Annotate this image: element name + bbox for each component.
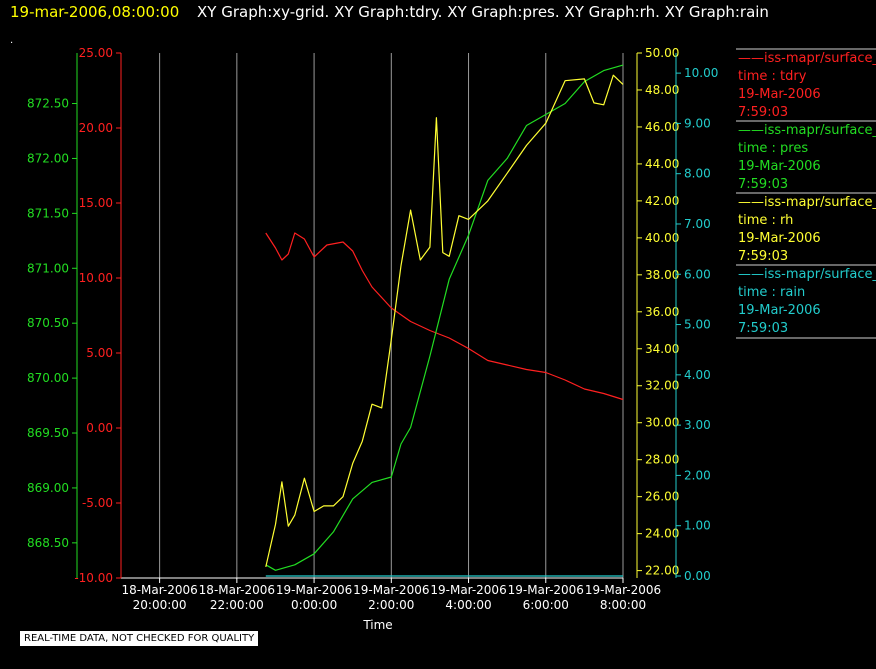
pres-tick-label: 869.50 <box>27 426 69 440</box>
marker-dot: . <box>10 35 14 46</box>
x-tick-date: 19-Mar-2006 <box>353 583 429 597</box>
legend-date: 19-Mar-2006 <box>738 231 821 246</box>
rh-tick-label: 32.00 <box>645 379 679 393</box>
legend-var: time : rain <box>738 285 806 300</box>
pres-tick-label: 871.00 <box>27 261 69 275</box>
rain-tick-label: 9.00 <box>684 116 711 130</box>
x-tick-date: 19-Mar-2006 <box>276 583 352 597</box>
rain-tick-label: 0.00 <box>684 569 711 583</box>
rh-tick-label: 30.00 <box>645 416 679 430</box>
rh-tick-label: 22.00 <box>645 564 679 578</box>
series-line-tdry <box>265 232 624 401</box>
header-title: XY Graph:xy-grid. XY Graph:tdry. XY Grap… <box>197 3 769 21</box>
rh-tick-label: 40.00 <box>645 231 679 245</box>
pres-tick-label: 870.00 <box>27 371 69 385</box>
legend-line-label: ——iss-mapr/surface_m <box>738 195 876 210</box>
pres-tick-label: 872.50 <box>27 97 69 111</box>
rh-tick-label: 28.00 <box>645 453 679 467</box>
legend-line-label: ——iss-mapr/surface_m <box>738 51 876 66</box>
rh-tick-label: 38.00 <box>645 268 679 282</box>
rh-tick-label: 36.00 <box>645 305 679 319</box>
series-line-rh <box>265 74 624 568</box>
x-tick-time: 0:00:00 <box>291 598 337 612</box>
pres-tick-label: 868.50 <box>27 536 69 550</box>
legend-line-label: ——iss-mapr/surface_m <box>738 267 876 282</box>
tdry-tick-label: 20.00 <box>79 121 113 135</box>
x-tick-time: 22:00:00 <box>210 598 264 612</box>
rh-tick-label: 34.00 <box>645 342 679 356</box>
vertical-grid-lines <box>159 53 624 578</box>
tdry-tick-label: 25.00 <box>79 46 113 60</box>
x-tick-time: 6:00:00 <box>523 598 569 612</box>
tdry-tick-label: 5.00 <box>86 346 113 360</box>
rh-tick-label: 42.00 <box>645 194 679 208</box>
legend-time: 7:59:03 <box>738 105 789 120</box>
rain-tick-label: 5.00 <box>684 318 711 332</box>
legend-item-rh[interactable]: ——iss-mapr/surface_m time : rh 19-Mar-20… <box>738 194 876 266</box>
legend-time: 7:59:03 <box>738 249 789 264</box>
legend-date: 19-Mar-2006 <box>738 159 821 174</box>
rain-tick-label: 2.00 <box>684 468 711 482</box>
chart-axes: 18-Mar-200620:00:0018-Mar-200622:00:0019… <box>27 46 876 612</box>
rain-tick-label: 3.00 <box>684 418 711 432</box>
legend-line-label: ——iss-mapr/surface_m <box>738 123 876 138</box>
tdry-tick-label: -5.00 <box>82 496 113 510</box>
legend-item-tdry[interactable]: ——iss-mapr/surface_m time : tdry 19-Mar-… <box>738 50 876 122</box>
series-line-pres <box>265 64 624 571</box>
legend-var: time : tdry <box>738 69 807 84</box>
legend-item-rain[interactable]: ——iss-mapr/surface_m time : rain 19-Mar-… <box>738 266 876 338</box>
legend-var: time : pres <box>738 141 809 156</box>
rh-tick-label: 24.00 <box>645 527 679 541</box>
legend-time: 7:59:03 <box>738 177 789 192</box>
rain-tick-label: 4.00 <box>684 368 711 382</box>
x-tick-date: 19-Mar-2006 <box>508 583 584 597</box>
legend-item-pres[interactable]: ——iss-mapr/surface_m time : pres 19-Mar-… <box>738 122 876 194</box>
pres-tick-label: 870.50 <box>27 316 69 330</box>
data-series <box>265 64 624 577</box>
pres-tick-label: 869.00 <box>27 481 69 495</box>
header-timestamp: 19-mar-2006,08:00:00 <box>10 3 180 21</box>
tdry-tick-label: 0.00 <box>86 421 113 435</box>
pres-tick-label: 871.50 <box>27 206 69 220</box>
x-tick-time: 4:00:00 <box>445 598 491 612</box>
x-tick-time: 8:00:00 <box>600 598 646 612</box>
rain-tick-label: 6.00 <box>684 267 711 281</box>
x-tick-date: 19-Mar-2006 <box>430 583 506 597</box>
rh-tick-label: 48.00 <box>645 83 679 97</box>
rain-tick-label: 10.00 <box>684 66 718 80</box>
rh-tick-label: 26.00 <box>645 490 679 504</box>
tdry-tick-label: 15.00 <box>79 196 113 210</box>
legend-date: 19-Mar-2006 <box>738 87 821 102</box>
x-tick-date: 18-Mar-2006 <box>121 583 197 597</box>
tdry-tick-label: 10.00 <box>79 271 113 285</box>
legend-var: time : rh <box>738 213 794 228</box>
x-tick-date: 18-Mar-2006 <box>199 583 275 597</box>
x-axis-label: Time <box>362 618 392 632</box>
rh-tick-label: 46.00 <box>645 120 679 134</box>
x-tick-time: 2:00:00 <box>368 598 414 612</box>
rain-tick-label: 7.00 <box>684 217 711 231</box>
legend-date: 19-Mar-2006 <box>738 303 821 318</box>
quality-disclaimer: REAL-TIME DATA, NOT CHECKED FOR QUALITY <box>20 631 259 646</box>
legend-time: 7:59:03 <box>738 321 789 336</box>
rain-tick-label: 1.00 <box>684 519 711 533</box>
rain-tick-label: 8.00 <box>684 167 711 181</box>
pres-tick-label: 872.00 <box>27 151 69 165</box>
tdry-tick-label: -10.00 <box>74 571 113 585</box>
rh-tick-label: 44.00 <box>645 157 679 171</box>
rh-tick-label: 50.00 <box>645 46 679 60</box>
x-tick-date: 19-Mar-2006 <box>585 583 661 597</box>
x-tick-time: 20:00:00 <box>133 598 187 612</box>
